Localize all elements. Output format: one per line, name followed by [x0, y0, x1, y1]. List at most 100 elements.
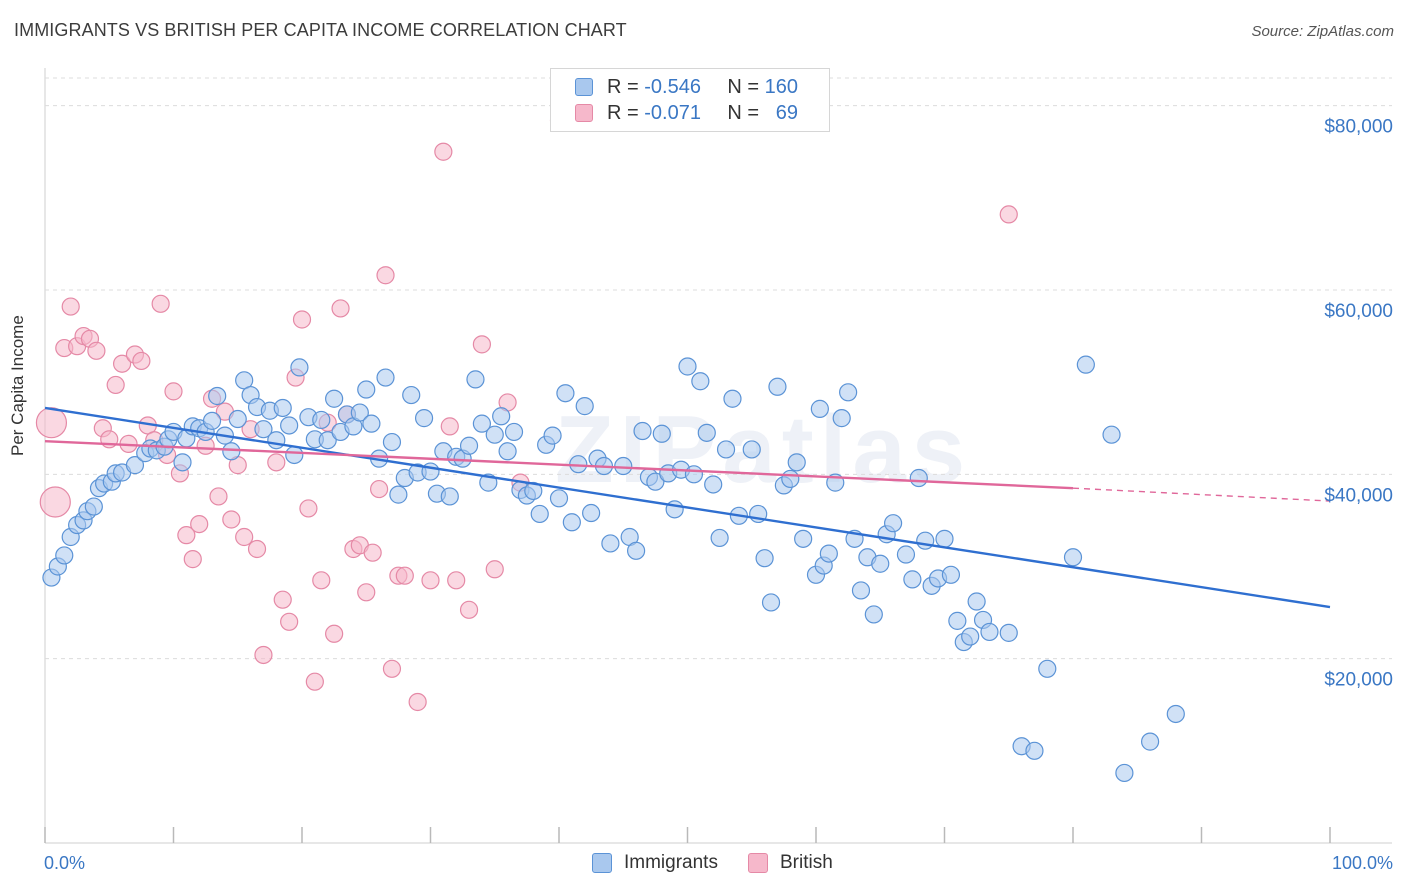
- immigrant-point: [575, 397, 594, 416]
- immigrant-point: [967, 592, 986, 611]
- british-point: [999, 205, 1018, 224]
- immigrant-point: [1140, 732, 1160, 751]
- british-point: [35, 407, 68, 439]
- british-point: [247, 539, 267, 559]
- british-trend-extension: [1072, 487, 1331, 502]
- immigrant-point: [202, 411, 222, 430]
- british-point: [421, 571, 440, 590]
- immigrant-point: [1115, 763, 1134, 783]
- immigrant-point: [222, 442, 241, 461]
- immigrant-point: [839, 383, 858, 402]
- immigrant-point: [402, 385, 421, 405]
- y-tick-label: $40,000: [1324, 485, 1393, 506]
- british-point: [106, 375, 125, 395]
- immigrant-point: [228, 409, 247, 429]
- immigrant-point: [851, 581, 871, 600]
- x-tick-label-start: 0.0%: [44, 853, 85, 873]
- british-point: [61, 297, 80, 316]
- immigrant-point: [864, 605, 883, 624]
- y-tick-label: $60,000: [1324, 301, 1393, 322]
- chart-source: Source: ZipAtlas.com: [1251, 23, 1394, 40]
- immigrant-point: [871, 554, 890, 573]
- immigrant-point: [254, 420, 273, 439]
- bottom-legend-immigrants: Immigrants: [592, 852, 718, 874]
- immigrant-point: [382, 432, 402, 452]
- british-swatch: [575, 104, 593, 122]
- immigrant-point: [350, 403, 369, 422]
- immigrant-point: [1166, 704, 1185, 724]
- british-point: [183, 550, 202, 569]
- british-point: [299, 499, 318, 518]
- immigrant-point: [530, 504, 549, 524]
- immigrant-point: [543, 426, 562, 445]
- british-trend-line: [44, 439, 1074, 490]
- immigrant-point: [55, 546, 74, 565]
- series-name-british: British: [779, 852, 833, 873]
- immigrant-point: [794, 529, 813, 548]
- british-point: [434, 142, 453, 161]
- legend: R = -0.546 N = 160 R = -0.071 N = 69: [550, 68, 830, 132]
- legend-n-label: N =: [727, 75, 760, 98]
- british-point: [222, 510, 241, 529]
- british-point: [273, 590, 292, 609]
- british-point: [447, 571, 466, 590]
- immigrant-point: [832, 409, 851, 428]
- british-point: [376, 266, 395, 285]
- immigrant-point: [961, 627, 980, 646]
- immigrant-point: [125, 456, 145, 475]
- immigrant-point: [697, 423, 716, 442]
- immigrant-point: [1102, 425, 1121, 444]
- immigrant-point: [742, 440, 761, 459]
- y-tick-labels: $20,000 $40,000 $60,000 $80,000: [1324, 117, 1393, 691]
- immigrant-point: [716, 440, 736, 459]
- trend-lines: [44, 406, 1331, 609]
- immigrant-point: [691, 372, 710, 391]
- immigrants-swatch: [592, 853, 612, 873]
- y-tick-label: $80,000: [1324, 117, 1393, 138]
- immigrant-point: [459, 436, 479, 455]
- chart-title: IMMIGRANTS VS BRITISH PER CAPITA INCOME …: [14, 20, 627, 40]
- british-point: [357, 583, 376, 602]
- british-point: [408, 692, 427, 712]
- immigrant-point: [1063, 548, 1083, 567]
- series-name-immigrants: Immigrants: [624, 852, 718, 873]
- immigrant-point: [362, 414, 381, 433]
- british-point: [382, 659, 402, 678]
- immigrant-point: [781, 469, 800, 489]
- legend-r-value: -0.546: [644, 75, 701, 98]
- british-point: [39, 486, 71, 518]
- british-point: [395, 566, 414, 585]
- immigrant-point: [810, 399, 829, 418]
- x-axis-ticks: [44, 827, 1331, 843]
- immigrant-point: [633, 421, 652, 441]
- british-point: [370, 479, 389, 499]
- british-point: [459, 600, 479, 619]
- immigrant-point: [903, 570, 922, 589]
- british-point: [440, 417, 459, 436]
- immigrant-point: [389, 485, 408, 504]
- british-point: [331, 299, 350, 318]
- british-point: [151, 294, 170, 313]
- immigrant-point: [357, 380, 376, 399]
- immigrant-point: [273, 398, 292, 418]
- bottom-legend-british: British: [747, 852, 833, 874]
- british-point: [267, 453, 286, 472]
- immigrant-point: [492, 407, 511, 426]
- british-point: [325, 624, 344, 643]
- immigrant-point: [678, 357, 697, 376]
- british-point: [164, 382, 183, 401]
- immigrants-trend-line: [44, 406, 1331, 609]
- immigrant-point: [684, 465, 704, 484]
- immigrant-points: [42, 355, 1185, 783]
- immigrant-point: [916, 531, 935, 550]
- legend-r-label: R =: [607, 101, 639, 124]
- immigrant-point: [710, 528, 729, 548]
- immigrant-point: [498, 442, 517, 461]
- immigrant-point: [312, 410, 331, 430]
- immigrant-point: [935, 529, 954, 548]
- immigrant-point: [84, 497, 103, 516]
- immigrants-swatch: [575, 78, 593, 96]
- immigrant-point: [1076, 355, 1095, 374]
- legend-r-value: -0.071: [644, 101, 701, 124]
- british-point: [485, 560, 504, 579]
